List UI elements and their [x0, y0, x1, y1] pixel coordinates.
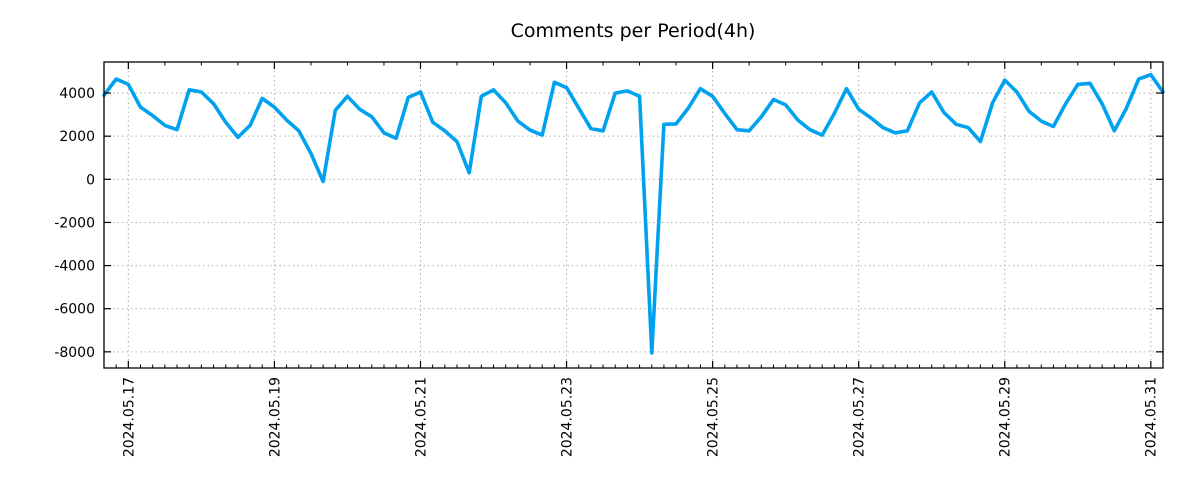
y-tick-label: 4000: [59, 86, 95, 102]
axis-layer: 4000 2000 0 -2000 -4000 -6000 -8000 2024.05.17 2…: [54, 61, 1164, 457]
series-layer: [102, 72, 1165, 355]
x-tick-label: 2024.05.29: [998, 377, 1014, 457]
y-tick-label: 2000: [59, 129, 95, 145]
x-tick-label: 2024.05.17: [121, 377, 137, 457]
y-tick-label: -4000: [54, 259, 95, 275]
x-tick-label: 2024.05.19: [267, 377, 283, 457]
grid-layer: [104, 62, 1163, 368]
x-tick-label: 2024.05.31: [1144, 377, 1160, 457]
y-tick-label: -2000: [54, 215, 95, 231]
x-tick-label: 2024.05.25: [706, 377, 722, 457]
chart-title: Comments per Period(4h): [511, 20, 756, 42]
series-line: [102, 72, 1165, 355]
x-tick-label: 2024.05.21: [413, 377, 429, 457]
y-tick-label: -6000: [54, 302, 95, 318]
y-tick-label: -8000: [54, 345, 95, 361]
x-tick-label: 2024.05.23: [559, 377, 575, 457]
plot-frame: [103, 61, 1164, 369]
y-tick-label: 0: [86, 172, 95, 188]
x-tick-label: 2024.05.27: [852, 377, 868, 457]
